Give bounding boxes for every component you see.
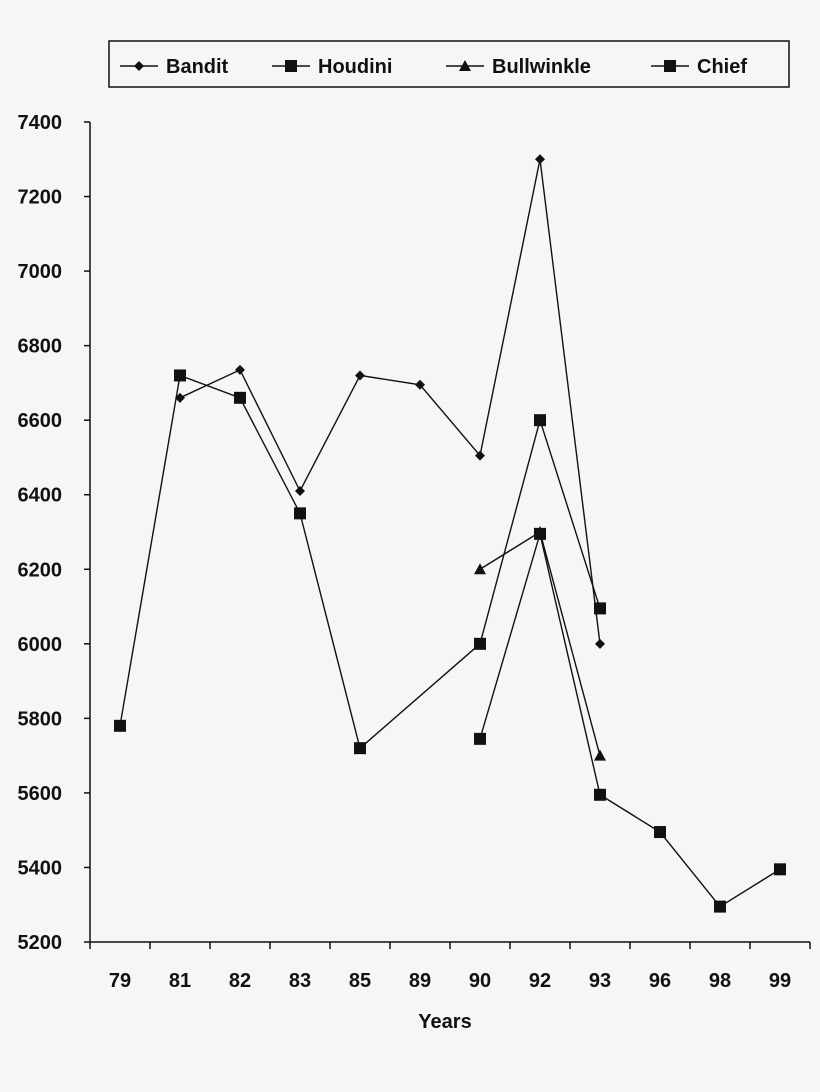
series-line-bandit	[179, 159, 601, 644]
data-point-houdini	[234, 391, 246, 404]
data-point-chief	[654, 826, 666, 839]
x-tick-label: 93	[589, 970, 611, 992]
legend-label-chief: Chief	[697, 56, 747, 78]
x-tick-label: 81	[169, 970, 191, 992]
series-line-houdini	[119, 374, 601, 750]
x-tick-label: 99	[769, 970, 791, 992]
axes: 5200 5400 5600 5800 6000 6200 6400 6600 6800 7000…	[18, 112, 811, 992]
y-tick-label: 6200	[18, 559, 63, 581]
legend-marker-bandit	[134, 61, 144, 71]
series-chief	[474, 527, 786, 913]
legend-item-bullwinkle: Bullwinkle	[446, 56, 591, 78]
legend-marker-chief	[664, 60, 676, 72]
data-point-bandit	[355, 370, 365, 381]
y-tick-label: 6400	[18, 485, 63, 507]
data-point-houdini	[534, 414, 546, 427]
data-point-bandit	[415, 379, 425, 390]
x-axis-title: Years	[418, 1011, 471, 1033]
legend-label-bullwinkle: Bullwinkle	[492, 56, 591, 78]
legend-marker-houdini	[285, 60, 297, 72]
legend-item-bandit: Bandit	[120, 56, 229, 78]
data-point-bandit	[235, 364, 245, 375]
data-point-chief	[774, 863, 786, 876]
data-point-houdini	[174, 369, 186, 382]
y-tick-label: 5800	[18, 708, 63, 730]
y-tick-label: 6600	[18, 410, 63, 432]
data-point-chief	[534, 527, 546, 540]
x-tick-label: 79	[109, 970, 131, 992]
x-tick-label: 89	[409, 970, 431, 992]
legend-item-chief: Chief	[651, 56, 747, 78]
data-point-chief	[474, 732, 486, 745]
data-point-bandit	[295, 486, 305, 496]
data-point-houdini	[294, 507, 306, 520]
y-tick-label: 7400	[18, 112, 63, 134]
series-houdini	[114, 369, 606, 755]
y-tick-label: 7000	[18, 261, 63, 283]
data-point-houdini	[594, 602, 606, 615]
legend: Bandit Houdini Bullwinkle Chief	[120, 56, 747, 78]
x-tick-label: 98	[709, 970, 731, 992]
x-tick-label: 96	[649, 970, 671, 992]
y-tick-label: 7200	[18, 187, 63, 209]
y-tick-label: 5200	[18, 932, 63, 954]
legend-marker-bullwinkle	[459, 60, 471, 71]
x-tick-label: 82	[229, 970, 251, 992]
y-tick-label: 6800	[18, 336, 63, 358]
data-point-bandit	[475, 450, 485, 461]
x-tick-label: 83	[289, 970, 311, 992]
legend-item-houdini: Houdini	[272, 56, 392, 78]
data-point-bullwinkle	[594, 749, 606, 761]
legend-box	[108, 40, 790, 88]
data-point-houdini	[474, 637, 486, 650]
series-bandit	[175, 154, 605, 649]
plot-series	[114, 154, 786, 913]
data-point-chief	[714, 900, 726, 913]
data-point-houdini	[354, 742, 366, 755]
data-point-houdini	[114, 719, 126, 732]
x-tick-label: 92	[529, 970, 551, 992]
data-point-chief	[594, 788, 606, 801]
legend-label-houdini: Houdini	[318, 56, 392, 78]
y-tick-label: 5600	[18, 783, 63, 805]
series-bullwinkle	[474, 526, 606, 761]
series-line-bullwinkle	[479, 530, 601, 756]
series-line-chief	[479, 531, 781, 908]
x-tick-label: 85	[349, 970, 371, 992]
y-tick-label: 5400	[18, 857, 63, 879]
x-tick-label: 90	[469, 970, 491, 992]
data-point-bandit	[175, 392, 185, 403]
y-tick-label: 6000	[18, 634, 63, 656]
data-point-bandit	[535, 154, 545, 165]
data-point-bullwinkle	[474, 563, 486, 575]
data-point-bandit	[595, 638, 605, 649]
legend-label-bandit: Bandit	[166, 56, 229, 78]
